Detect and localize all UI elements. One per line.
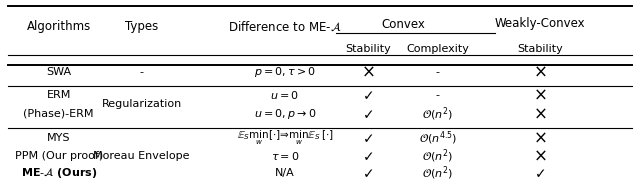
Text: Difference to ME-$\mathcal{A}$: Difference to ME-$\mathcal{A}$ — [228, 20, 342, 33]
Text: Convex: Convex — [381, 18, 425, 31]
Text: $\mathcal{O}(n^2)$: $\mathcal{O}(n^2)$ — [422, 147, 453, 165]
Text: -: - — [140, 67, 143, 77]
Text: $\checkmark$: $\checkmark$ — [362, 107, 373, 121]
Text: $\checkmark$: $\checkmark$ — [362, 149, 373, 163]
Text: Complexity: Complexity — [406, 44, 469, 54]
Text: $\mathbb{E}_S \min_w[\cdot] \Rightarrow \min_w \mathbb{E}_S[\cdot]$: $\mathbb{E}_S \min_w[\cdot] \Rightarrow … — [237, 129, 333, 148]
Text: (Phase)-ERM: (Phase)-ERM — [24, 109, 94, 119]
Text: Stability: Stability — [517, 44, 563, 54]
Text: $\mathcal{O}(n^{4.5})$: $\mathcal{O}(n^{4.5})$ — [419, 130, 457, 147]
Text: -: - — [436, 90, 440, 100]
Text: $\checkmark$: $\checkmark$ — [362, 131, 373, 145]
Text: $p=0, \tau>0$: $p=0, \tau>0$ — [254, 65, 316, 79]
Text: $\checkmark$: $\checkmark$ — [362, 166, 373, 180]
Text: $\checkmark$: $\checkmark$ — [362, 88, 373, 102]
Text: $\tau=0$: $\tau=0$ — [271, 150, 300, 162]
Text: $\times$: $\times$ — [533, 86, 547, 103]
Text: $\checkmark$: $\checkmark$ — [534, 166, 545, 180]
Text: Stability: Stability — [345, 44, 390, 54]
Text: $\mathcal{O}(n^2)$: $\mathcal{O}(n^2)$ — [422, 105, 453, 123]
Text: $\mathbf{ME}$-$\mathcal{A}$ $\mathbf{(Ours)}$: $\mathbf{ME}$-$\mathcal{A}$ $\mathbf{(Ou… — [20, 166, 97, 180]
Text: Weakly-Convex: Weakly-Convex — [495, 17, 585, 30]
Text: SWA: SWA — [46, 67, 71, 77]
Text: -: - — [436, 67, 440, 77]
Text: $\times$: $\times$ — [533, 64, 547, 81]
Text: Moreau Envelope: Moreau Envelope — [93, 151, 190, 161]
Text: Regularization: Regularization — [102, 99, 182, 109]
Text: $u=0, p\to 0$: $u=0, p\to 0$ — [253, 107, 316, 121]
Text: $\times$: $\times$ — [533, 147, 547, 164]
Text: $\times$: $\times$ — [533, 105, 547, 123]
Text: $\times$: $\times$ — [361, 64, 374, 81]
Text: MYS: MYS — [47, 133, 70, 143]
Text: ERM: ERM — [47, 90, 71, 100]
Text: Algorithms: Algorithms — [27, 20, 91, 33]
Text: $\times$: $\times$ — [533, 130, 547, 147]
Text: $\mathcal{O}(n^2)$: $\mathcal{O}(n^2)$ — [422, 164, 453, 182]
Text: $u=0$: $u=0$ — [271, 89, 300, 101]
Text: PPM (Our proof): PPM (Our proof) — [15, 151, 103, 161]
Text: N/A: N/A — [275, 168, 295, 178]
Text: Types: Types — [125, 20, 158, 33]
